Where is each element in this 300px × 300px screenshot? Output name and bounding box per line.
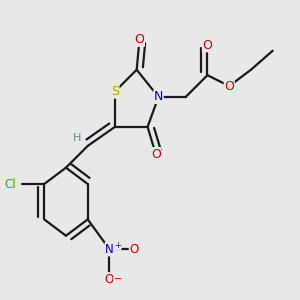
Text: O: O bbox=[134, 33, 144, 46]
Text: O: O bbox=[105, 273, 114, 286]
Text: O: O bbox=[151, 148, 161, 160]
Text: O: O bbox=[129, 243, 139, 256]
Text: O: O bbox=[202, 39, 212, 52]
Text: H: H bbox=[73, 133, 81, 143]
Text: N: N bbox=[154, 90, 163, 104]
Text: N: N bbox=[105, 243, 114, 256]
Text: O: O bbox=[224, 80, 234, 93]
Text: S: S bbox=[111, 85, 119, 98]
Text: −: − bbox=[114, 274, 122, 284]
Text: +: + bbox=[114, 241, 121, 250]
Text: Cl: Cl bbox=[4, 178, 16, 190]
